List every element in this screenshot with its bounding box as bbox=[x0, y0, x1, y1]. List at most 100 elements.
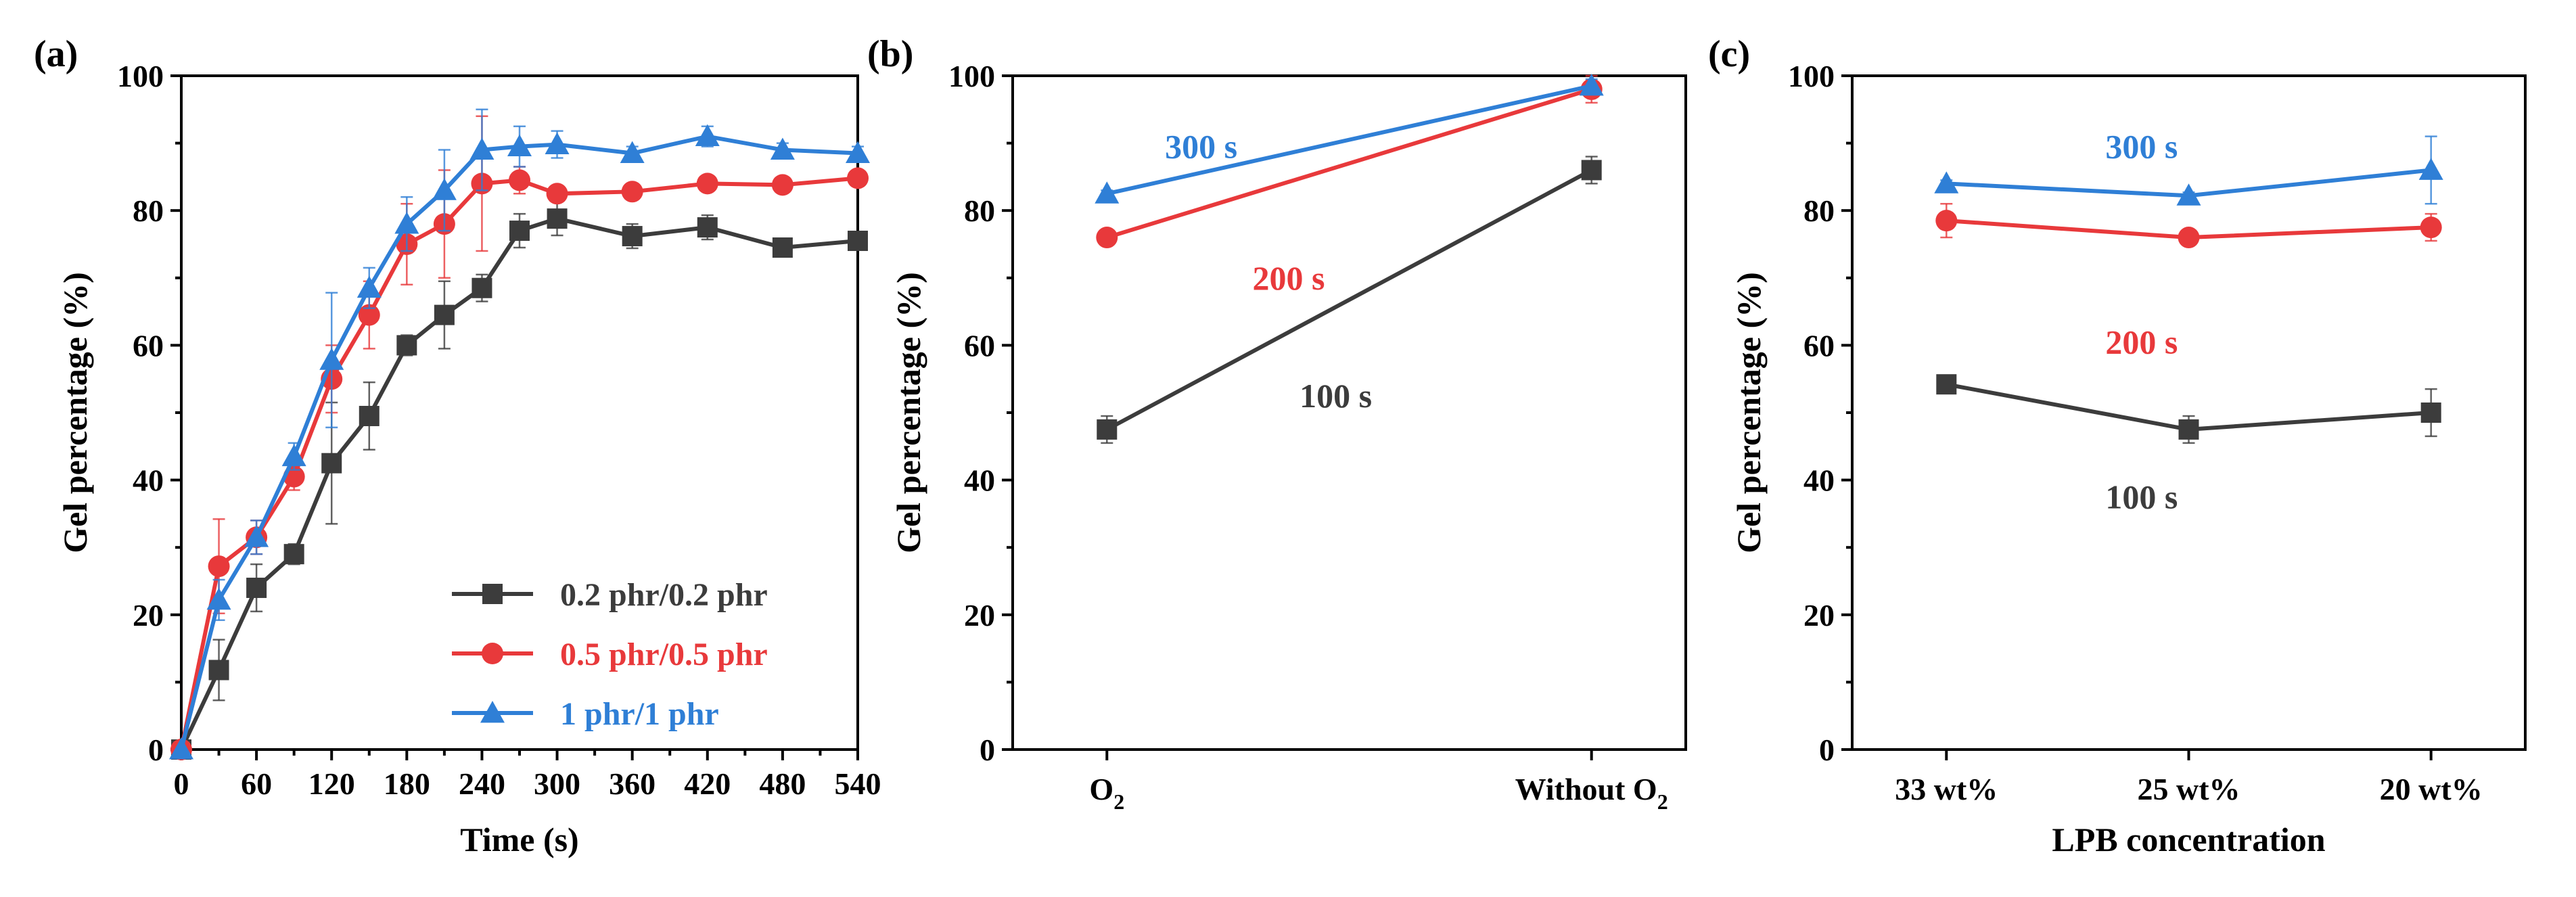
data-point bbox=[321, 453, 342, 474]
data-point bbox=[1934, 171, 1959, 193]
data-point bbox=[244, 525, 269, 547]
data-point bbox=[394, 212, 419, 234]
data-point bbox=[509, 221, 530, 242]
data-point bbox=[1936, 374, 1957, 395]
x-axis-label: Time (s) bbox=[460, 821, 578, 858]
data-point bbox=[1097, 419, 1118, 440]
chart-panel-a: 0 20 40 60 80 100 0 60 120 180 240 300 360 420 480 540 (… bbox=[34, 33, 881, 858]
data-point bbox=[396, 335, 417, 356]
data-point bbox=[1581, 160, 1602, 181]
x-tick-label: 540 bbox=[835, 766, 881, 801]
y-tick-label: 100 bbox=[948, 59, 995, 93]
data-point bbox=[281, 444, 306, 467]
data-point bbox=[2176, 183, 2201, 206]
y-axis-label: Gel percentage (%) bbox=[1730, 272, 1768, 553]
y-tick-label: 20 bbox=[133, 598, 164, 632]
y-axis-label: Gel percentage (%) bbox=[56, 272, 94, 553]
data-point bbox=[2418, 158, 2443, 180]
x-tick-label: 60 bbox=[241, 766, 272, 801]
data-point bbox=[1579, 73, 1604, 96]
y-tick-label: 80 bbox=[133, 193, 164, 228]
data-point bbox=[771, 174, 794, 196]
annotation-label: 200 s bbox=[2105, 323, 2178, 361]
data-point bbox=[621, 181, 643, 203]
panel-label: (b) bbox=[867, 33, 913, 75]
data-point bbox=[509, 169, 530, 191]
data-point bbox=[2178, 227, 2200, 249]
x-tick-label-main: Without O bbox=[1515, 772, 1657, 806]
legend-label: 0.2 phr/0.2 phr bbox=[560, 577, 768, 613]
y-tick-label: 60 bbox=[133, 328, 164, 363]
data-point bbox=[847, 167, 869, 189]
y-tick-label: 100 bbox=[1788, 59, 1835, 93]
y-tick-label: 0 bbox=[1819, 733, 1835, 767]
y-tick-label: 60 bbox=[964, 328, 995, 363]
x-tick-label: 240 bbox=[459, 766, 505, 801]
legend: 0.2 phr/0.2 phr 0.5 phr/0.5 phr 1 phr/1 ph… bbox=[452, 577, 768, 732]
series-0-2-phr-0-2-phr bbox=[171, 201, 868, 760]
data-point bbox=[359, 405, 380, 426]
data-point bbox=[507, 134, 532, 156]
series-1-phr-1-phr bbox=[169, 108, 870, 760]
legend-marker bbox=[482, 584, 503, 604]
series-200-s bbox=[1935, 202, 2442, 249]
annotation-label: 100 s bbox=[2105, 478, 2178, 516]
data-point bbox=[208, 555, 230, 578]
y-tick-label: 0 bbox=[148, 733, 164, 767]
series-line bbox=[1106, 84, 1592, 196]
y-tick-label: 80 bbox=[1803, 193, 1835, 228]
x-tick-label-subscript: 2 bbox=[1657, 789, 1668, 814]
y-tick-label: 40 bbox=[1803, 463, 1835, 498]
data-point bbox=[208, 660, 229, 681]
legend-label: 1 phr/1 phr bbox=[560, 696, 719, 732]
series-100-s bbox=[1097, 156, 1602, 444]
panel-label: (a) bbox=[34, 33, 78, 75]
y-tick-label: 20 bbox=[964, 598, 995, 632]
data-point bbox=[2420, 216, 2442, 239]
chart-panel-c: 0 20 40 60 80 100 33 wt% 25 wt% 20 wt% (c) Gel per… bbox=[1708, 33, 2527, 858]
y-tick-label: 80 bbox=[964, 193, 995, 228]
x-tick-label: 300 bbox=[534, 766, 580, 801]
data-point bbox=[697, 217, 718, 238]
data-point bbox=[2420, 402, 2441, 423]
data-point bbox=[846, 141, 870, 163]
data-point bbox=[696, 172, 718, 195]
annotation-label: 300 s bbox=[1165, 128, 1237, 166]
data-point bbox=[620, 141, 645, 163]
y-axis-label: Gel percentage (%) bbox=[890, 272, 927, 553]
x-tick-label-subscript: 2 bbox=[1113, 789, 1124, 814]
x-tick-label: 180 bbox=[384, 766, 430, 801]
x-tick-label: 120 bbox=[308, 766, 355, 801]
data-point bbox=[622, 226, 643, 247]
x-tick-label: O2 bbox=[1089, 772, 1124, 814]
legend-marker bbox=[482, 643, 503, 664]
data-point bbox=[356, 275, 382, 298]
x-tick-label: 25 wt% bbox=[2137, 772, 2240, 806]
series-300-s bbox=[1934, 135, 2443, 206]
data-point bbox=[547, 208, 568, 229]
data-point bbox=[432, 178, 457, 200]
data-point bbox=[434, 304, 455, 325]
data-point bbox=[206, 587, 231, 610]
legend-label: 0.5 phr/0.5 phr bbox=[560, 637, 768, 672]
annotation-label: 200 s bbox=[1252, 259, 1325, 297]
y-tick-label: 0 bbox=[980, 733, 995, 767]
data-point bbox=[848, 231, 868, 252]
x-tick-label-main: O bbox=[1089, 772, 1113, 806]
y-tick-label: 40 bbox=[964, 463, 995, 498]
series-line bbox=[1105, 168, 1593, 432]
x-tick-label: 420 bbox=[684, 766, 731, 801]
annotation-label: 100 s bbox=[1300, 377, 1372, 415]
series-300-s bbox=[1095, 73, 1604, 204]
data-point bbox=[770, 137, 795, 160]
data-point bbox=[319, 348, 344, 370]
x-tick-label: 33 wt% bbox=[1895, 772, 1998, 806]
data-point bbox=[772, 237, 793, 258]
panel-label: (c) bbox=[1708, 33, 1750, 75]
x-tick-label: 0 bbox=[174, 766, 189, 801]
data-point bbox=[358, 304, 380, 326]
x-tick-label: 360 bbox=[609, 766, 656, 801]
data-point bbox=[283, 544, 304, 565]
